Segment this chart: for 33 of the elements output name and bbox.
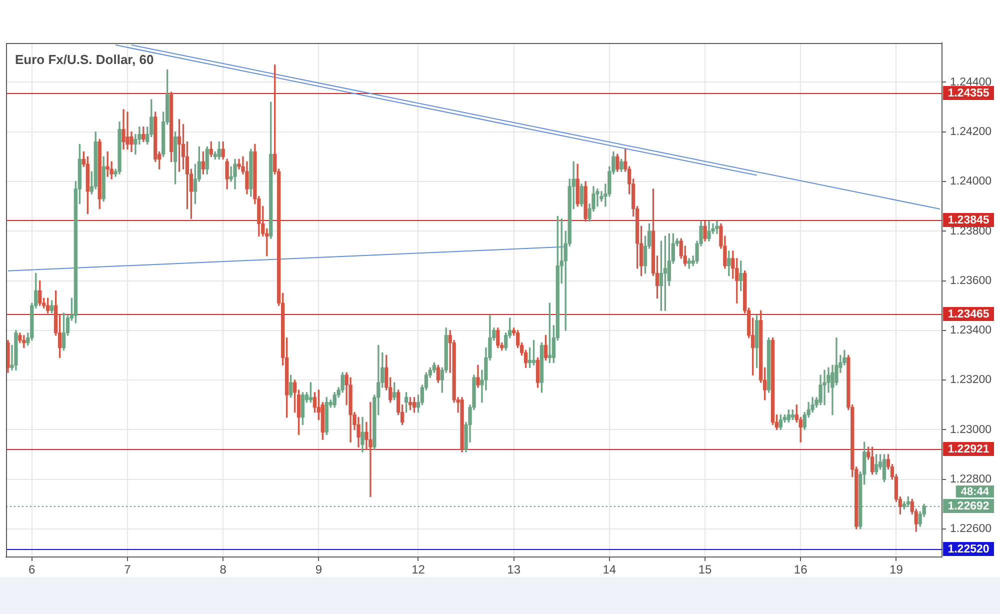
- x-tick-label: 12: [412, 562, 426, 577]
- x-tick-label: 13: [507, 562, 521, 577]
- y-tick-label: 1.24000: [950, 176, 992, 188]
- candlestick: [22, 335, 26, 348]
- ref-line-label: 1.22520: [948, 544, 990, 556]
- y-tick-label: 1.22800: [950, 473, 992, 486]
- x-tick-label: 16: [794, 562, 808, 577]
- x-tick-label: 15: [698, 562, 712, 577]
- ref-line-label: 1.23465: [948, 308, 990, 321]
- candlestick: [106, 151, 110, 177]
- y-tick-label: 1.23600: [950, 274, 992, 287]
- x-tick-label: 7: [124, 562, 132, 577]
- ref-line-label: 1.24355: [948, 88, 990, 100]
- ref-line-label: 1.22692: [948, 500, 990, 513]
- candlestick: [822, 370, 826, 406]
- y-tick-label: 1.23200: [950, 374, 992, 386]
- x-tick-label: 19: [890, 562, 904, 577]
- y-tick-label: 1.24200: [950, 126, 992, 138]
- y-tick-label: 1.22600: [950, 523, 992, 536]
- ref-line-label: 1.22921: [948, 444, 990, 456]
- x-tick-label: 14: [602, 562, 616, 577]
- y-tick-label: 1.24400: [950, 76, 992, 88]
- text: Euro Fx/U.S. Dollar, 60: [15, 52, 154, 67]
- ref-line-label: 1.23845: [948, 214, 990, 227]
- text: 48:44: [960, 486, 990, 498]
- y-tick-label: 1.23000: [950, 424, 992, 436]
- x-tick-label: 6: [28, 562, 36, 577]
- candlestick: [126, 112, 130, 150]
- candlestick: [368, 402, 372, 498]
- y-tick-label: 1.23400: [950, 324, 992, 337]
- candlestick: [715, 220, 719, 234]
- x-tick-label: 9: [315, 562, 322, 577]
- x-tick-label: 8: [220, 562, 227, 577]
